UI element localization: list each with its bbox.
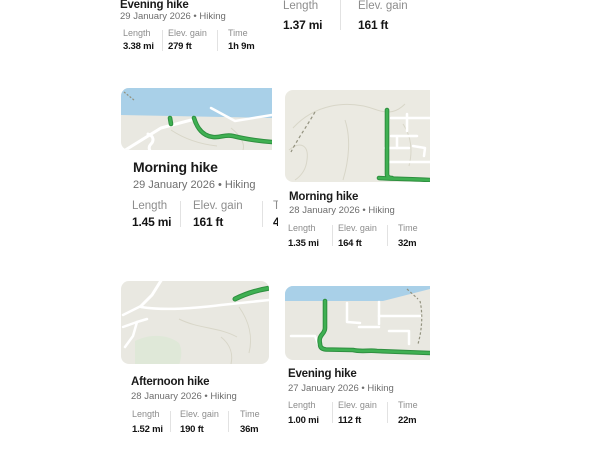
stat-elev-label: Elev. gain xyxy=(338,400,377,410)
stat-divider xyxy=(162,30,163,51)
route-map-thumbnail[interactable] xyxy=(121,88,272,150)
route-map-thumbnail[interactable] xyxy=(285,286,430,360)
route-map-thumbnail[interactable] xyxy=(285,90,430,182)
route-map-thumbnail[interactable] xyxy=(121,281,269,364)
activity-card-afternoon-hike-28jan[interactable]: Afternoon hike 28 January 2026 • Hiking … xyxy=(121,281,271,437)
stat-divider xyxy=(387,402,388,423)
stat-time-value: 22m xyxy=(398,415,417,426)
water-area xyxy=(285,286,430,301)
stat-divider xyxy=(170,411,171,432)
card-date: 28 January 2026 • Hiking xyxy=(289,205,395,216)
route-line xyxy=(167,115,272,145)
stat-divider xyxy=(387,225,388,246)
stat-time-label: Time xyxy=(398,223,418,233)
stat-elev-label: Elev. gain xyxy=(193,200,243,212)
stat-elev-label: Elev. gain xyxy=(358,0,408,12)
card-date: 28 January 2026 • Hiking xyxy=(131,391,237,402)
activity-card-stats-fragment[interactable]: Length 1.37 mi Elev. gain 161 ft xyxy=(282,0,430,34)
stat-elev-label: Elev. gain xyxy=(168,28,207,38)
stat-elev-value: 112 ft xyxy=(338,415,362,426)
route-line xyxy=(232,285,269,302)
stat-length-value: 3.38 mi xyxy=(123,41,154,52)
stat-divider xyxy=(340,0,341,30)
stat-elev-value: 161 ft xyxy=(193,215,224,229)
card-title: Afternoon hike xyxy=(131,376,210,388)
stat-time-label: Time xyxy=(398,400,418,410)
stat-length-label: Length xyxy=(288,400,316,410)
card-title: Morning hike xyxy=(133,159,218,175)
stat-time-label: Time xyxy=(228,28,248,38)
park-area xyxy=(135,336,182,364)
stat-divider xyxy=(262,201,263,227)
stat-elev-value: 279 ft xyxy=(168,41,192,52)
stat-divider xyxy=(332,402,333,423)
activity-card-morning-hike-29jan[interactable]: Morning hike 29 January 2026 • Hiking Le… xyxy=(120,88,278,234)
card-date: 29 January 2026 • Hiking xyxy=(120,11,226,22)
stat-length-value: 1.52 mi xyxy=(132,424,163,435)
stat-length-value: 1.00 mi xyxy=(288,415,319,426)
activity-card-evening-hike-29jan[interactable]: Evening hike 29 January 2026 • Hiking Le… xyxy=(120,0,272,58)
stat-time-value: 4 xyxy=(273,215,278,229)
activity-card-evening-hike-27jan[interactable]: Evening hike 27 January 2026 • Hiking Le… xyxy=(282,286,430,432)
stat-elev-value: 190 ft xyxy=(180,424,204,435)
activity-card-morning-hike-28jan[interactable]: Morning hike 28 January 2026 • Hiking Le… xyxy=(282,90,430,252)
water-area xyxy=(121,88,272,118)
stat-divider xyxy=(228,411,229,432)
card-title: Evening hike xyxy=(288,368,357,380)
stat-time-label: Time xyxy=(240,409,260,419)
card-date: 27 January 2026 • Hiking xyxy=(288,383,394,394)
stat-length-label: Length xyxy=(288,223,316,233)
stat-divider xyxy=(217,30,218,51)
route-line xyxy=(376,107,430,182)
stat-time-value: 1h 9m xyxy=(228,41,255,52)
card-title: Evening hike xyxy=(120,0,189,11)
stat-time-label: Time xyxy=(273,200,278,212)
card-date: 29 January 2026 • Hiking xyxy=(133,179,256,191)
stat-time-value: 32m xyxy=(398,238,417,249)
stat-elev-label: Elev. gain xyxy=(180,409,219,419)
stat-elev-value: 161 ft xyxy=(358,18,389,32)
stat-length-label: Length xyxy=(123,28,151,38)
stat-length-value: 1.35 mi xyxy=(288,238,319,249)
stat-elev-label: Elev. gain xyxy=(338,223,377,233)
stat-time-value: 36m xyxy=(240,424,259,435)
stat-length-label: Length xyxy=(132,200,168,212)
stat-length-value: 1.45 mi xyxy=(132,215,172,229)
stat-divider xyxy=(180,201,181,227)
stat-length-label: Length xyxy=(283,0,319,12)
route-line xyxy=(317,298,430,356)
stat-divider xyxy=(332,225,333,246)
stat-length-label: Length xyxy=(132,409,160,419)
card-title: Morning hike xyxy=(289,191,359,203)
stat-length-value: 1.37 mi xyxy=(283,18,323,32)
stat-elev-value: 164 ft xyxy=(338,238,362,249)
